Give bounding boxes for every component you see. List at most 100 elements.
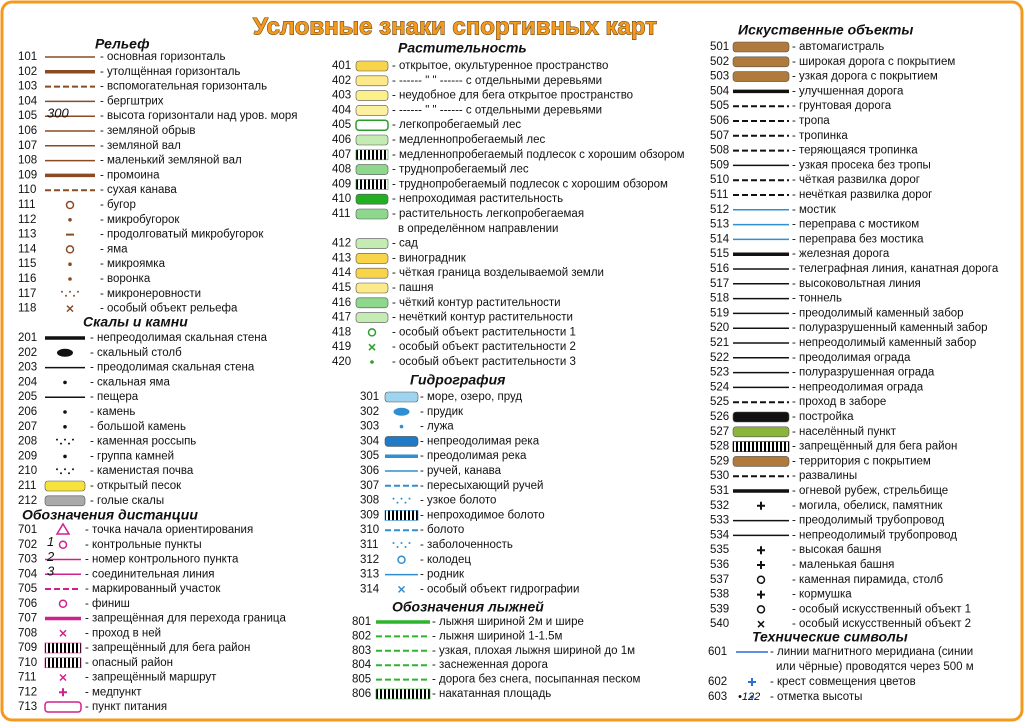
symbol-dot xyxy=(396,501,399,504)
item-text: - мостик xyxy=(792,204,837,216)
symbol xyxy=(732,41,790,53)
symbol-dot xyxy=(68,218,72,222)
item-text: - утолщённая горизонталь xyxy=(100,66,240,78)
item-text: - запрещённая для перехода граница xyxy=(85,613,287,625)
symbol-area xyxy=(355,164,389,175)
symbol-dot xyxy=(370,360,374,364)
symbol-area xyxy=(732,41,790,53)
symbol xyxy=(384,510,419,521)
item-code: 701 xyxy=(18,524,37,536)
item-text: - заболоченность xyxy=(420,539,513,551)
item-text: - проход в заборе xyxy=(792,396,886,408)
symbol-dot xyxy=(400,497,403,500)
symbol-dot xyxy=(72,438,74,441)
item-code: 518 xyxy=(710,293,729,305)
item-code: 520 xyxy=(710,322,729,334)
symbol-area xyxy=(355,90,389,101)
symbol-dot xyxy=(408,497,411,500)
symbol-label: •122 xyxy=(738,691,760,703)
symbol xyxy=(355,179,389,190)
symbol xyxy=(355,164,389,175)
item-text: - ручей, канава xyxy=(420,465,502,477)
symbol xyxy=(58,599,68,608)
symbol xyxy=(732,411,790,423)
item-text: - бергштрих xyxy=(100,95,164,107)
symbol xyxy=(392,542,411,548)
item-text: - микроямка xyxy=(100,258,166,270)
item-text: - отметка высоты xyxy=(770,691,862,703)
symbol-cross xyxy=(368,343,376,351)
item-code: 508 xyxy=(710,145,729,157)
item-code: 309 xyxy=(360,509,379,521)
symbol xyxy=(58,540,68,549)
item-text: - запрещённый для бега район xyxy=(85,642,250,654)
section-title: Растительность xyxy=(398,40,527,56)
item-code: 702 xyxy=(18,539,37,551)
symbol xyxy=(355,119,389,131)
symbol-area xyxy=(355,75,389,87)
item-text: - медпункт xyxy=(85,686,142,698)
item-text: - микронеровности xyxy=(100,288,201,300)
item-code: 402 xyxy=(332,75,351,87)
item-code: 519 xyxy=(710,307,729,319)
symbol-dot xyxy=(68,277,72,281)
symbol xyxy=(59,688,67,697)
item-text: - соединительная линия xyxy=(85,568,215,580)
item-text: - колодец xyxy=(420,554,471,566)
item-text: - пересыхающий ручей xyxy=(420,480,543,492)
symbol-dot xyxy=(73,294,75,297)
item-text: - преодолимая река xyxy=(420,450,527,462)
item-code: 419 xyxy=(332,341,351,353)
item-code: 401 xyxy=(332,60,351,72)
item-text: - непреодолимая ограда xyxy=(792,381,924,393)
symbol-plus xyxy=(757,561,765,569)
symbol xyxy=(63,410,67,414)
item-code: 537 xyxy=(710,574,729,586)
item-code: 101 xyxy=(18,51,37,63)
item-text: - ------ " " ------ с отдельными деревья… xyxy=(392,75,602,87)
item-text: - каменистая почва xyxy=(90,465,194,477)
item-text: - основная горизонталь xyxy=(100,51,225,63)
item-text: - широкая дорога с покрытием xyxy=(792,56,955,68)
item-code: 806 xyxy=(352,688,371,700)
item-code: 802 xyxy=(352,630,371,642)
item-code: 118 xyxy=(18,303,36,315)
symbol-area xyxy=(732,56,790,68)
symbol xyxy=(68,277,72,281)
item-text: - непреодолимая скальная стена xyxy=(90,332,268,344)
item-code: 514 xyxy=(710,233,730,245)
item-code: 713 xyxy=(18,701,37,713)
symbol-area xyxy=(355,60,389,72)
symbol xyxy=(397,585,406,593)
symbol xyxy=(44,657,82,669)
item-text: - микробугорок xyxy=(100,214,180,226)
symbol xyxy=(355,312,389,323)
item-text: - родник xyxy=(420,569,465,581)
item-code: 512 xyxy=(710,204,729,216)
symbol-area xyxy=(355,238,389,249)
symbol-dot xyxy=(68,442,70,445)
item-code: 105 xyxy=(18,110,37,122)
symbol-area xyxy=(44,495,86,507)
item-code: 417 xyxy=(332,312,351,324)
item-text: - преодолимый каменный забор xyxy=(792,307,964,319)
symbol xyxy=(44,480,86,492)
symbol xyxy=(355,90,389,101)
item-code: 404 xyxy=(332,104,352,116)
item-text: - чёткий контур растительности xyxy=(392,297,561,309)
item-text: - узкое болото xyxy=(420,495,496,507)
item-text: - пашня xyxy=(392,282,433,294)
symbol-area xyxy=(384,510,419,521)
item-code: 415 xyxy=(332,282,351,294)
item-code: 103 xyxy=(18,81,37,93)
item-text: - яма xyxy=(100,243,128,255)
symbol-dot xyxy=(60,472,62,475)
symbol-cross xyxy=(66,305,74,313)
item-text: - преодолимая скальная стена xyxy=(90,362,255,374)
item-text: - каменная пирамида, столб xyxy=(792,574,944,586)
symbol xyxy=(370,360,374,364)
symbol-circle xyxy=(58,540,68,549)
section-title: Обозначения лыжней xyxy=(392,599,544,615)
symbol-plus xyxy=(757,590,765,599)
symbol xyxy=(63,454,67,459)
